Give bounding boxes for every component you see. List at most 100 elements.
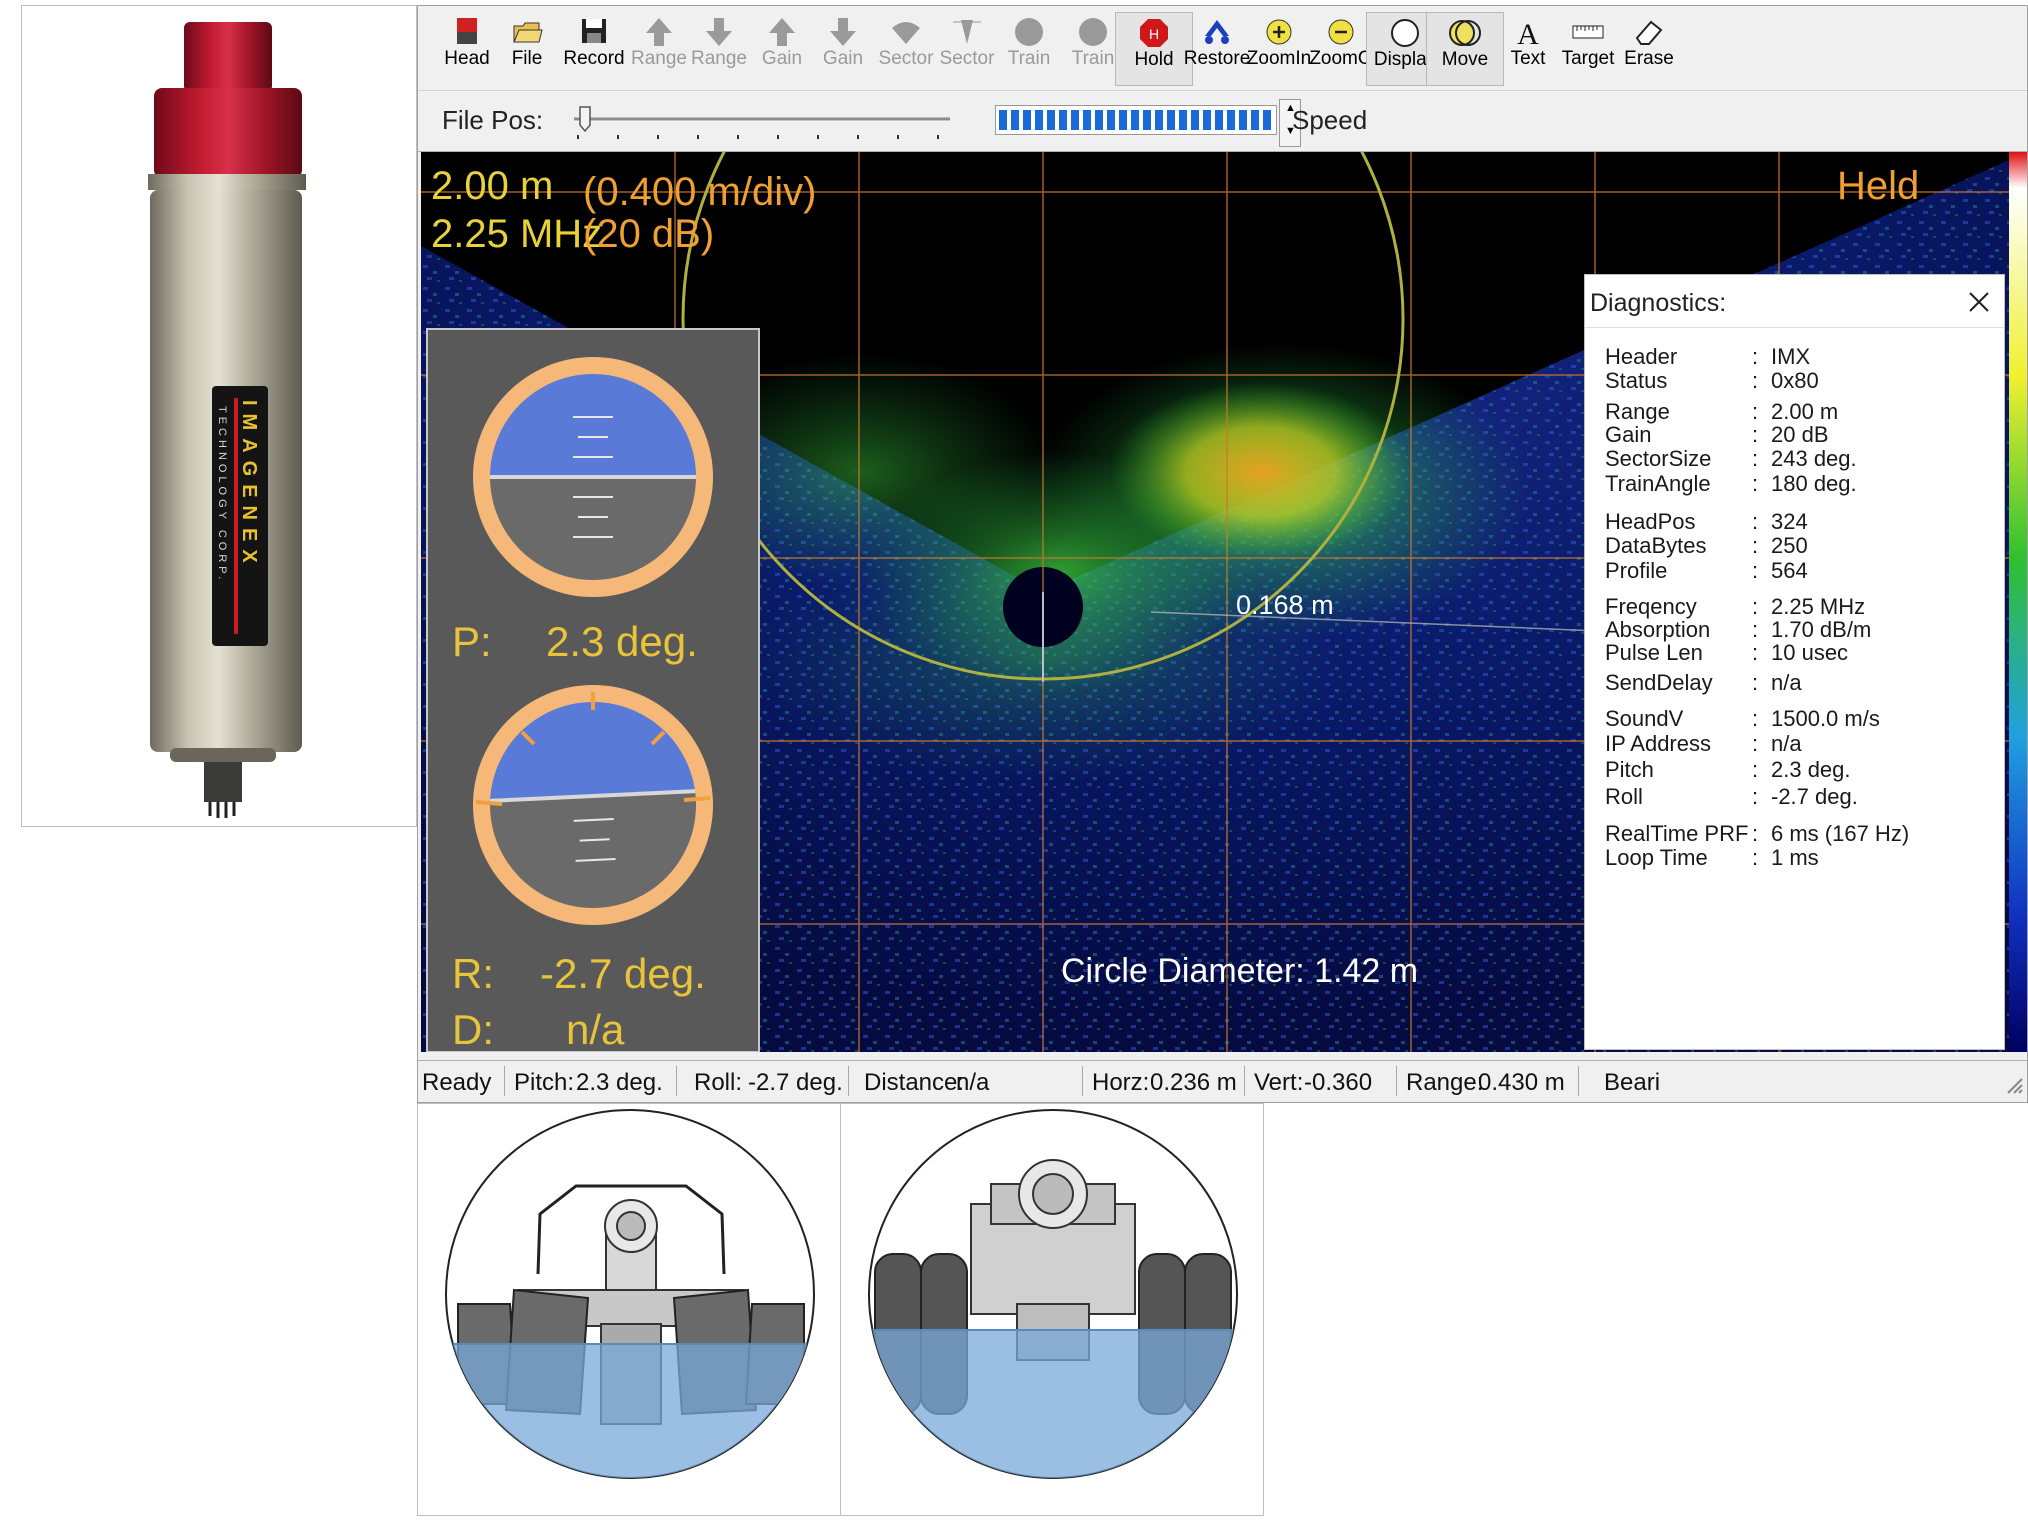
toolbar-button-range-3[interactable]: Range (620, 12, 698, 86)
toolbar-button-label: Gain (822, 48, 864, 69)
diagnostics-key: Roll (1605, 784, 1643, 809)
circle-diameter-label: Circle Diameter: 1.42 m (1061, 952, 1419, 990)
arrow-up-icon (646, 18, 672, 46)
toolbar-button-zoomo-14[interactable]: ZoomO (1302, 12, 1380, 86)
close-icon[interactable] (1962, 285, 1996, 319)
toolbar-button-label: Erase (1624, 48, 1674, 69)
spin-down-icon[interactable]: ▼ (1285, 125, 1296, 137)
diagnostics-value: 10 usec (1771, 640, 1849, 665)
train-circle-icon (1079, 18, 1107, 46)
diagnostics-row: Header: IMX (1605, 344, 1811, 369)
arrow-down-icon (830, 18, 856, 46)
toolbar-button-label: Restore (1183, 48, 1251, 69)
toolbar-button-zoomin-13[interactable]: ZoomIn (1240, 12, 1318, 86)
toolbar-button-label: Train (1007, 48, 1051, 69)
pitch-value: 2.3 deg. (546, 618, 698, 665)
roll-indicator-icon (473, 685, 713, 925)
diagnostics-row: SoundV:1500.0 m/s (1605, 706, 1880, 731)
diagnostics-value: 2.25 MHz (1771, 594, 1866, 619)
toolbar: Head File Record Range Range Gain Gain Sector Se… (418, 6, 2027, 91)
sonar-app-window: Head File Record Range Range Gain Gain Sector Se… (417, 5, 2028, 1103)
toolbar-button-train-10[interactable]: Train (1054, 12, 1132, 86)
diagnostics-value: 180 deg. (1771, 471, 1857, 496)
toolbar-button-head-0[interactable]: Head (428, 12, 506, 86)
resize-grip-icon[interactable] (2004, 1075, 2024, 1095)
diagnostics-key: TrainAngle (1605, 471, 1711, 496)
status-pitch-value: 2.3 deg. (576, 1069, 663, 1096)
toolbar-button-record-2[interactable]: Record (555, 12, 633, 86)
ruler-icon (1572, 25, 1604, 39)
zoom-in-icon (1266, 19, 1292, 45)
toolbar-button-range-4[interactable]: Range (680, 12, 758, 86)
diagnostics-value: 2.00 m (1771, 399, 1839, 424)
speed-spinner[interactable]: ▲ ▼ (1279, 99, 1301, 147)
toolbar-button-label: Target (1561, 48, 1615, 69)
status-roll-value: -2.7 deg. (748, 1069, 843, 1096)
toolbar-button-restore-12[interactable]: Restore (1178, 12, 1256, 86)
status-roll-label: Roll: (694, 1069, 743, 1096)
diagnostics-row: Profile:564 (1605, 558, 1808, 583)
eraser-icon (1635, 20, 1663, 45)
diagnostics-dialog[interactable]: Diagnostics: Header: IMX Status:0x80 Range:… (1584, 274, 2005, 1050)
diagnostics-value: 250 (1771, 533, 1808, 558)
diagnostics-key: Header (1605, 344, 1678, 369)
toolbar-button-label: Move (1441, 49, 1489, 70)
diagnostics-title: Diagnostics: (1590, 289, 1727, 317)
depth-value: n/a (566, 1006, 625, 1052)
toolbar-button-move-16[interactable]: Move (1426, 12, 1504, 86)
pitch-indicator-icon (473, 357, 713, 597)
diagnostics-row: Freqency:2.25 MHz (1605, 594, 1866, 619)
gain-readout: (20 dB) (583, 212, 715, 256)
status-distance-value: n/a (956, 1069, 990, 1096)
diagnostics-row: Roll: -2.7 deg. (1605, 784, 1858, 809)
svg-text:A: A (1517, 18, 1539, 48)
diagnostics-value: 6 ms (167 Hz) (1771, 821, 1910, 846)
toolbar-button-sector-7[interactable]: Sector (867, 12, 945, 86)
toolbar-button-label: Train (1071, 48, 1115, 69)
toolbar-button-file-1[interactable]: File (488, 12, 566, 86)
toolbar-button-target-18[interactable]: Target (1549, 12, 1627, 86)
speed-label: Speed (1292, 105, 1368, 135)
status-ready: Ready (422, 1069, 492, 1096)
held-indicator: Held (1837, 164, 1920, 208)
diagnostics-row: Range:2.00 m (1605, 399, 1839, 424)
spin-up-icon[interactable]: ▲ (1285, 102, 1296, 114)
diagnostics-row: HeadPos:324 (1605, 509, 1808, 534)
diagnostics-value: 2.3 deg. (1771, 757, 1851, 782)
color-scale-bar (2009, 152, 2027, 1052)
toolbar-button-sector-8[interactable]: Sector (928, 12, 1006, 86)
file-position-bar: File Pos: ▲ ▼ Speed (418, 91, 2027, 152)
train-circle-icon (1015, 18, 1043, 46)
toolbar-button-gain-6[interactable]: Gain (804, 12, 882, 86)
head-icon (457, 18, 477, 44)
diagnostics-row: Absorption:1.70 dB/m (1605, 617, 1872, 642)
diagnostics-row: Pitch:2.3 deg. (1605, 757, 1851, 782)
diagnostics-row: DataBytes:250 (1605, 533, 1808, 558)
toolbar-button-label: File (511, 48, 543, 69)
sonar-head-photo (148, 22, 306, 818)
diagnostics-row: TrainAngle:180 deg. (1605, 471, 1857, 496)
diagnostics-key: SectorSize (1605, 446, 1712, 471)
file-pos-slider[interactable] (566, 99, 956, 143)
toolbar-button-erase-19[interactable]: Erase (1610, 12, 1688, 86)
diagnostics-key: Freqency (1605, 594, 1697, 619)
speed-bar[interactable] (995, 105, 1277, 135)
toolbar-button-gain-5[interactable]: Gain (743, 12, 821, 86)
status-pitch-label: Pitch: (514, 1069, 575, 1096)
restore-icon (1205, 20, 1229, 44)
sector-narrow-icon (953, 20, 981, 44)
vehicle-diagram-float (417, 1103, 841, 1516)
status-horz-label: Horz: (1092, 1069, 1150, 1096)
toolbar-button-train-9[interactable]: Train (990, 12, 1068, 86)
brand-sublabel: TECHNOLOGY CORP. (216, 406, 228, 584)
toolbar-button-hold-11[interactable]: H Hold (1115, 12, 1193, 86)
diagnostics-value: 1500.0 m/s (1771, 706, 1880, 731)
sector-wide-icon (892, 22, 920, 44)
floppy-disk-icon (582, 19, 606, 43)
frequency-readout: 2.25 MHz (431, 212, 603, 256)
diagnostics-value: 1 ms (1771, 845, 1819, 870)
sonar-display[interactable]: 2.00 m (0.400 m/div) 2.25 MHz (20 dB) He… (421, 152, 2027, 1052)
toolbar-button-label: ZoomO (1309, 48, 1373, 69)
toolbar-button-label: Range (691, 48, 747, 69)
toolbar-button-text-17[interactable]: A Text (1489, 12, 1567, 86)
